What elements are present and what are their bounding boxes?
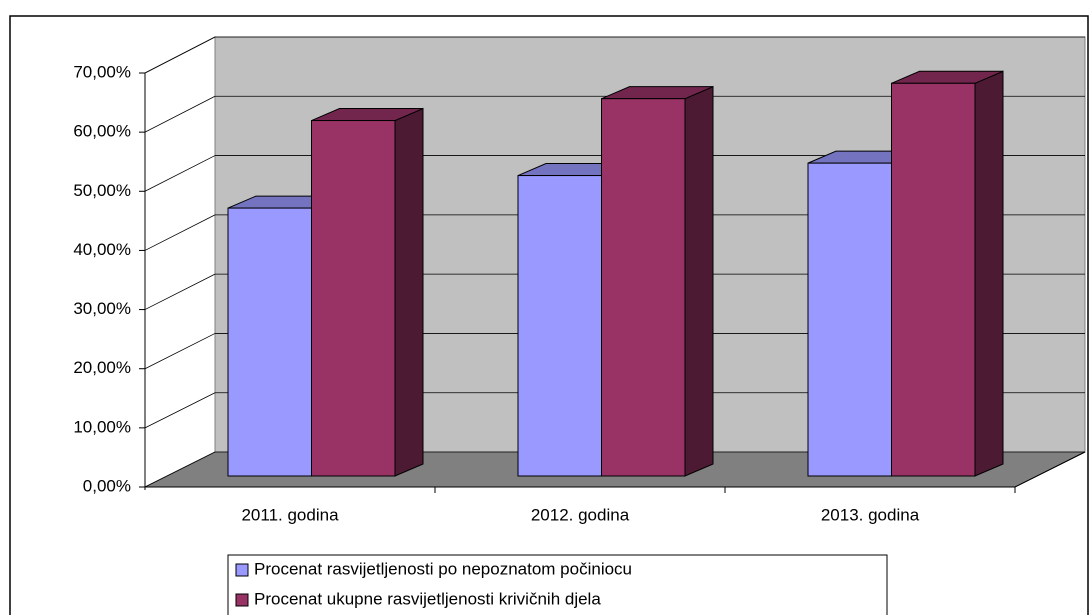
bar-front [601,98,686,477]
grid-line [144,214,216,251]
y-tick-label: 40,00% [73,240,131,259]
y-tick-label: 30,00% [73,299,131,318]
legend-swatch [235,563,249,577]
x-tick-label: 2013. godina [821,505,920,524]
legend [227,554,888,615]
grid-line [144,273,216,310]
legend-label: Procenat rasvijetljenosti po nepoznatom … [254,559,632,578]
bar-front [311,120,396,477]
bar-side [974,70,1004,477]
y-tick-label: 10,00% [73,417,131,436]
y-tick-label: 0,00% [83,476,131,495]
grid-line [144,333,216,370]
x-tick-label: 2011. godina [241,505,339,524]
bar [311,107,424,477]
bar-side [684,85,714,477]
grid-line [144,392,216,429]
bar-front [227,207,312,477]
bar-side [394,107,424,477]
bar [891,70,1004,477]
side-wall [144,36,216,488]
bar-front [891,82,976,477]
bar-front [807,162,892,477]
bar [601,85,714,477]
x-tick-label: 2012. godina [531,505,630,524]
grid-line [144,95,216,133]
y-tick-label: 70,00% [73,62,131,81]
y-tick-label: 60,00% [73,122,131,141]
floor-edge [1014,451,1086,488]
y-tick-label: 20,00% [73,358,131,377]
bar-front [517,175,602,477]
grid-line [144,36,216,74]
legend-label: Procenat ukupne rasvijetljenosti krivičn… [254,589,601,608]
grid-line [144,155,216,192]
legend-swatch [235,593,249,607]
y-tick-label: 50,00% [73,181,131,200]
